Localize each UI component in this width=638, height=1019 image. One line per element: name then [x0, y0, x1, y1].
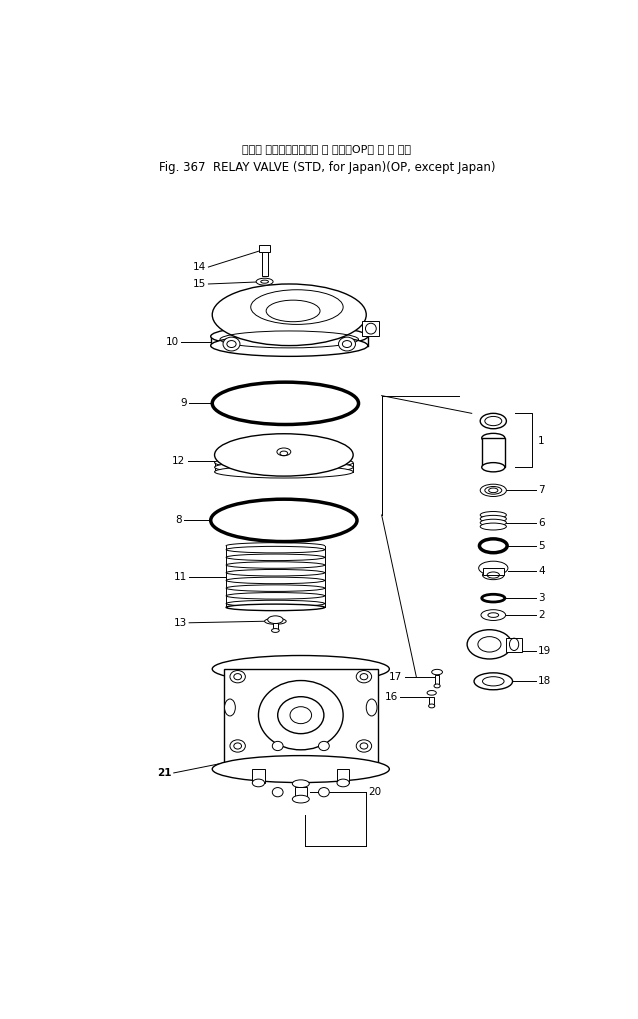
- Text: 12: 12: [172, 457, 185, 466]
- Ellipse shape: [214, 434, 353, 476]
- Ellipse shape: [211, 335, 367, 357]
- Text: 7: 7: [538, 485, 545, 495]
- Ellipse shape: [214, 461, 353, 474]
- Ellipse shape: [272, 629, 279, 633]
- Text: 21: 21: [157, 768, 172, 777]
- Text: 16: 16: [385, 692, 398, 702]
- Ellipse shape: [478, 561, 508, 575]
- Ellipse shape: [480, 516, 507, 523]
- Ellipse shape: [480, 484, 507, 496]
- Text: 1: 1: [538, 436, 545, 446]
- Ellipse shape: [258, 681, 343, 750]
- Ellipse shape: [474, 673, 512, 690]
- Ellipse shape: [337, 780, 350, 787]
- Text: 17: 17: [389, 672, 403, 682]
- Text: 13: 13: [174, 618, 187, 628]
- Text: 3: 3: [538, 593, 545, 603]
- Bar: [429, 697, 434, 706]
- Bar: [482, 438, 505, 468]
- Ellipse shape: [226, 600, 325, 606]
- Ellipse shape: [214, 466, 353, 478]
- Text: 8: 8: [175, 516, 181, 526]
- Bar: [482, 569, 504, 575]
- Ellipse shape: [480, 512, 507, 519]
- Ellipse shape: [214, 457, 353, 469]
- Ellipse shape: [429, 704, 434, 708]
- Text: 9: 9: [180, 398, 187, 409]
- Ellipse shape: [223, 337, 240, 351]
- Text: リレー バルブ（標準，国 内 向）（OP， 海 外 向）: リレー バルブ（標準，国 内 向）（OP， 海 外 向）: [242, 144, 412, 154]
- Ellipse shape: [230, 671, 246, 683]
- Ellipse shape: [226, 561, 325, 569]
- Ellipse shape: [226, 546, 325, 553]
- Bar: [507, 638, 522, 652]
- Text: 18: 18: [538, 677, 551, 687]
- Text: 15: 15: [193, 279, 206, 289]
- Ellipse shape: [292, 795, 309, 803]
- Ellipse shape: [480, 523, 507, 530]
- Ellipse shape: [272, 788, 283, 797]
- Ellipse shape: [366, 699, 377, 716]
- Ellipse shape: [318, 742, 329, 751]
- Ellipse shape: [256, 278, 273, 285]
- Text: Fig. 367  RELAY VALVE (STD, for Japan)(OP, except Japan): Fig. 367 RELAY VALVE (STD, for Japan)(OP…: [159, 161, 495, 174]
- Text: 2: 2: [538, 610, 545, 621]
- Bar: [434, 676, 440, 686]
- Ellipse shape: [339, 337, 355, 351]
- Ellipse shape: [480, 414, 507, 429]
- Text: 10: 10: [166, 336, 179, 346]
- Ellipse shape: [277, 448, 291, 455]
- Bar: [259, 246, 270, 252]
- Bar: [252, 769, 265, 783]
- Text: 20: 20: [369, 788, 382, 797]
- Ellipse shape: [212, 284, 366, 345]
- Text: 6: 6: [538, 518, 545, 528]
- Ellipse shape: [356, 671, 371, 683]
- Ellipse shape: [226, 604, 325, 610]
- Ellipse shape: [211, 325, 367, 347]
- Text: 11: 11: [174, 572, 187, 582]
- Ellipse shape: [278, 697, 324, 734]
- Ellipse shape: [212, 655, 389, 683]
- Ellipse shape: [226, 585, 325, 591]
- Bar: [295, 787, 307, 799]
- Ellipse shape: [292, 780, 309, 788]
- Ellipse shape: [467, 630, 512, 659]
- Bar: [262, 252, 268, 276]
- Bar: [362, 321, 380, 336]
- Bar: [273, 623, 278, 631]
- Ellipse shape: [356, 740, 371, 752]
- Ellipse shape: [226, 570, 325, 576]
- Ellipse shape: [230, 740, 246, 752]
- Ellipse shape: [427, 691, 436, 695]
- Ellipse shape: [482, 433, 505, 442]
- Ellipse shape: [226, 554, 325, 560]
- Ellipse shape: [261, 280, 269, 283]
- Ellipse shape: [252, 780, 265, 787]
- Ellipse shape: [434, 684, 440, 688]
- Ellipse shape: [318, 788, 329, 797]
- Ellipse shape: [482, 571, 504, 580]
- Ellipse shape: [482, 463, 505, 472]
- Text: 5: 5: [538, 541, 545, 551]
- Text: 14: 14: [193, 262, 206, 272]
- Ellipse shape: [272, 742, 283, 751]
- Text: 19: 19: [538, 646, 551, 656]
- Bar: [224, 669, 378, 769]
- Ellipse shape: [212, 756, 389, 783]
- Text: 4: 4: [538, 567, 545, 576]
- Ellipse shape: [432, 669, 443, 675]
- Ellipse shape: [226, 577, 325, 584]
- Ellipse shape: [265, 619, 286, 625]
- Ellipse shape: [481, 609, 505, 621]
- Ellipse shape: [225, 699, 235, 716]
- Bar: [337, 769, 349, 783]
- Ellipse shape: [226, 593, 325, 599]
- Ellipse shape: [480, 520, 507, 526]
- Ellipse shape: [268, 615, 283, 624]
